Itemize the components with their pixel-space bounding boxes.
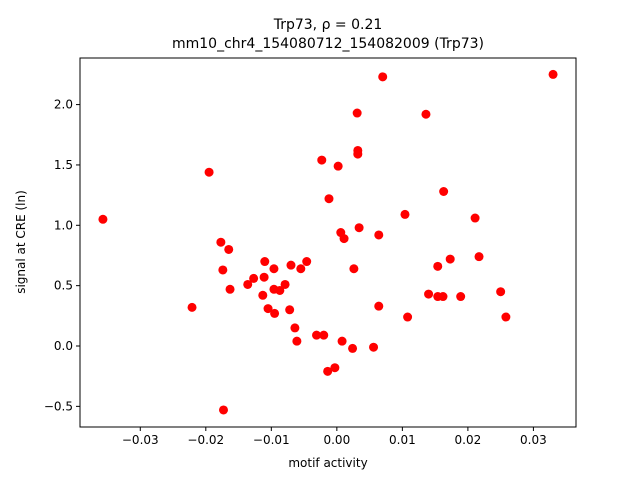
point [378,72,388,82]
point [548,69,558,79]
chart-subtitle: mm10_chr4_154080712_154082009 (Trp73) [172,36,484,52]
point [369,342,379,352]
point [225,284,235,294]
point [187,302,197,312]
y-tick-label: 0.5 [54,279,73,293]
chart-title: Trp73, ρ = 0.21 [273,17,383,33]
point [374,301,384,311]
point [339,234,349,244]
point [445,254,455,264]
x-tick-label: 0.03 [520,433,547,447]
point [353,149,363,159]
point [296,264,306,274]
point [280,279,290,289]
point [424,289,434,299]
point [354,223,364,233]
point [259,272,269,282]
point [439,187,449,197]
x-tick-label: 0.02 [455,433,482,447]
point [270,308,280,318]
point [312,330,322,340]
point [290,323,300,333]
x-tick-label: −0.01 [253,433,290,447]
point [348,343,358,353]
point [249,273,259,283]
point [501,312,511,322]
point [286,260,296,270]
point [218,265,228,275]
point [438,292,448,302]
point [456,292,466,302]
point [319,330,329,340]
point [224,244,234,254]
point [243,279,253,289]
point [302,257,312,267]
point [474,252,484,262]
point [292,336,302,346]
x-tick-label: 0.00 [323,433,350,447]
point [275,285,285,295]
point [285,305,295,315]
point [470,213,480,223]
y-tick-label: 1.0 [54,218,73,232]
x-axis-label: motif activity [288,456,367,470]
point [269,264,279,274]
y-tick-label: 0.0 [54,339,73,353]
point [421,109,431,119]
point [258,290,268,300]
point [317,155,327,165]
y-axis-label: signal at CRE (ln) [14,190,28,294]
point [260,257,270,267]
point [433,261,443,271]
point [349,264,359,274]
point [374,230,384,240]
x-tick-label: −0.02 [187,433,224,447]
x-tick-label: −0.03 [122,433,159,447]
point [352,108,362,118]
point [218,405,228,415]
point [333,161,343,171]
point [337,336,347,346]
x-tick-label: 0.01 [389,433,416,447]
point [324,194,334,204]
point [330,363,340,373]
point [98,214,108,224]
y-tick-label: 2.0 [54,98,73,112]
point [400,209,410,219]
point [263,304,273,314]
plot-frame [79,57,577,428]
y-tick-label: 1.5 [54,158,73,172]
y-tick-label: −0.5 [44,399,73,413]
point [204,167,214,177]
point [216,237,226,247]
point [323,366,333,376]
point [403,312,413,322]
point [496,287,506,297]
